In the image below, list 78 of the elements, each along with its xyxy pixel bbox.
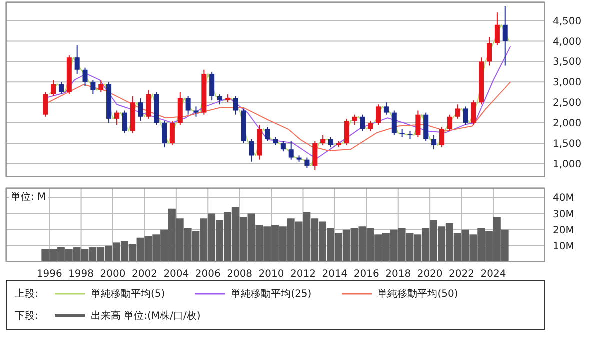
x-tick-label: 2010	[258, 269, 284, 280]
candlestick	[344, 118, 350, 146]
candlestick	[416, 110, 421, 138]
candlestick	[304, 157, 310, 169]
candlestick	[194, 106, 199, 118]
legend-title: 下段:	[14, 310, 40, 323]
x-tick-label: 2000	[100, 269, 126, 280]
y-tick-label: 1,500	[553, 139, 582, 150]
y-tick-label: 2,000	[553, 118, 582, 130]
candlestick	[265, 126, 270, 142]
candlestick	[432, 134, 437, 150]
x-tick-label: 2024	[480, 269, 506, 280]
x-tick-label: 2018	[386, 269, 412, 280]
x-tick-label: 2016	[354, 269, 380, 280]
candlestick	[249, 138, 254, 162]
candlestick	[502, 6, 508, 66]
candlestick	[487, 36, 492, 66]
x-tick-label: 1996	[36, 269, 62, 280]
candlestick	[463, 106, 468, 126]
candlestick	[288, 140, 294, 160]
candlestick	[455, 104, 460, 120]
x-tick-label: 2006	[195, 269, 221, 280]
candlestick	[51, 80, 56, 97]
y-tick-label: 30M	[553, 209, 574, 220]
y-tick-label: 1,000	[553, 159, 582, 170]
y-tick-label: 2,500	[553, 98, 582, 110]
legend-label: 単純移動平均(5)	[91, 288, 166, 301]
candlestick	[360, 114, 366, 132]
x-tick-label: 2020	[417, 269, 443, 280]
candlestick	[368, 120, 374, 132]
y-tick-label: 4,500	[553, 16, 582, 28]
candlestick	[114, 110, 120, 126]
candlestick	[122, 110, 128, 134]
candlestick	[320, 134, 326, 146]
legend-title: 上段:	[14, 288, 40, 301]
candlestick	[408, 130, 413, 140]
candlestick	[170, 120, 175, 146]
candlestick	[384, 102, 389, 116]
candlestick	[58, 82, 64, 95]
x-tick-label: 2022	[449, 269, 474, 280]
candlestick	[82, 67, 88, 87]
candlestick	[43, 92, 48, 118]
candlestick	[90, 80, 96, 95]
candlestick	[218, 94, 223, 106]
candlestick	[439, 126, 444, 148]
y-tick-label: 20M	[553, 225, 574, 236]
candlestick	[328, 136, 334, 148]
candlestick	[447, 114, 452, 132]
y-tick-label: 3,000	[553, 78, 582, 89]
candlestick	[162, 120, 168, 148]
candlestick	[352, 114, 358, 126]
candlestick	[210, 71, 215, 102]
candlestick	[376, 104, 382, 126]
candlestick	[146, 90, 152, 120]
candlestick	[74, 44, 80, 74]
candlestick	[233, 96, 238, 116]
x-tick-label: 2002	[132, 269, 158, 280]
annotation: 単位: M	[9, 190, 48, 204]
x-tick-label: 2004	[164, 269, 190, 280]
candlestick	[312, 140, 318, 171]
candlestick	[98, 80, 104, 93]
candlestick	[494, 12, 500, 46]
x-tick-label: 2008	[227, 269, 253, 280]
y-tick-label: 3,500	[553, 57, 582, 68]
y-tick-label: 40M	[553, 193, 574, 204]
y-tick-label: 10M	[553, 241, 574, 252]
legend-label: 単純移動平均(25)	[231, 288, 312, 301]
candlestick	[280, 140, 286, 152]
candlestick	[471, 100, 476, 126]
x-tick-label: 2014	[322, 269, 348, 280]
x-tick-label: 2012	[290, 269, 316, 280]
y-tick-label: 4,000	[553, 36, 582, 48]
candlestick	[138, 98, 144, 122]
candlestick	[392, 110, 397, 136]
legend-label: 単純移動平均(50)	[378, 288, 458, 301]
candlestick	[186, 96, 191, 116]
legend-label: 出来高 単位:(M株/口/枚)	[91, 310, 201, 323]
x-tick-label: 1998	[68, 269, 94, 280]
